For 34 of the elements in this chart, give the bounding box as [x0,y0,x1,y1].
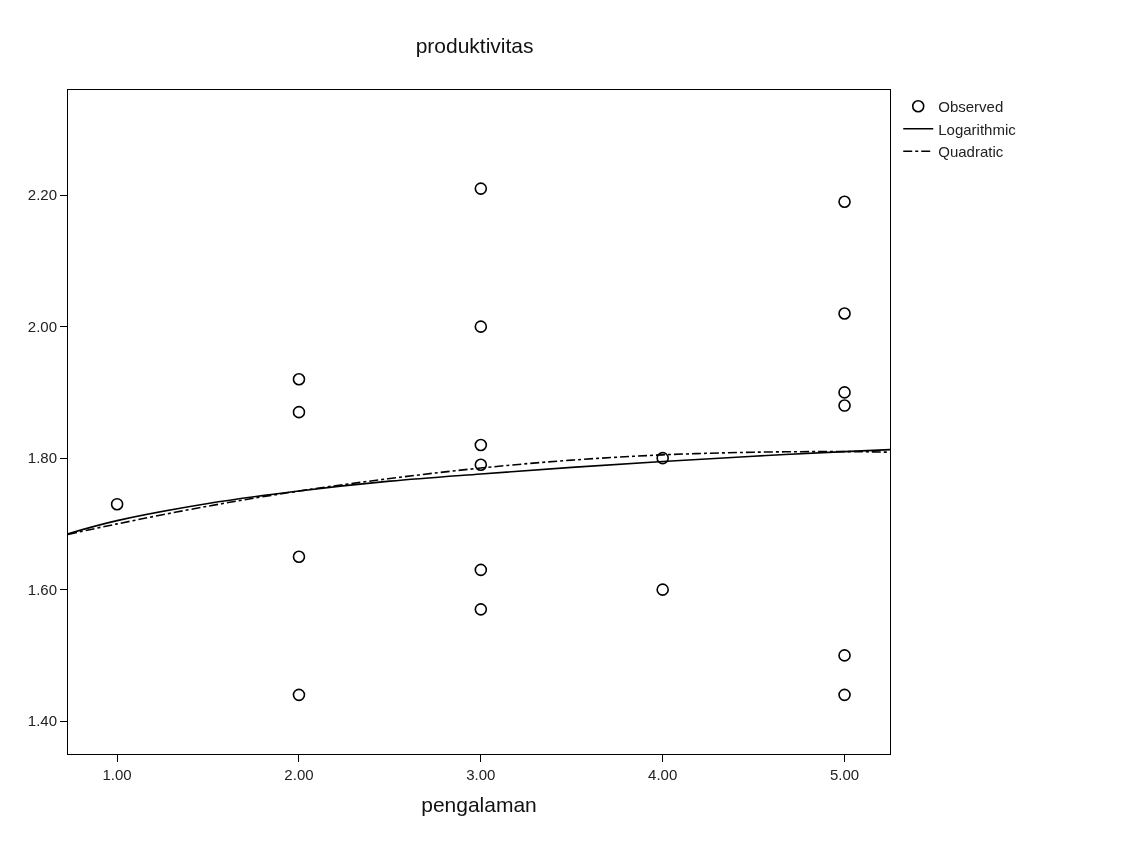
y-tick-label: 2.00 [27,317,57,335]
x-tick-label: 5.00 [829,766,860,783]
point [838,307,851,320]
point [838,386,851,399]
point [838,195,851,209]
point [292,405,306,419]
point [110,497,124,511]
x-axis-title: pengalaman [421,793,537,817]
point [656,583,669,596]
legend-label: Observed [938,98,1004,116]
point [292,372,306,386]
point [838,399,851,412]
y-tick-label: 1.40 [27,712,57,730]
y-tick-label: 1.60 [27,580,57,598]
point [474,438,488,452]
point [292,688,306,702]
point [838,688,851,702]
y-tick-label: 1.80 [27,449,57,467]
point [474,320,488,333]
point [474,563,488,577]
point [838,649,851,662]
x-tick-label: 1.00 [102,766,132,783]
point [656,451,669,465]
y-tick-label: 2.20 [27,186,57,204]
legend-label: Quadratic [938,143,1004,161]
point [292,550,306,564]
chart-title: produktivitas [415,34,534,58]
point [474,182,488,195]
x-tick-label: 2.00 [284,766,314,783]
x-tick-label: 4.00 [648,766,678,783]
legend-label: Logarithmic [938,120,1017,138]
point [474,603,488,616]
point [474,458,488,472]
x-tick-label: 3.00 [466,766,496,783]
